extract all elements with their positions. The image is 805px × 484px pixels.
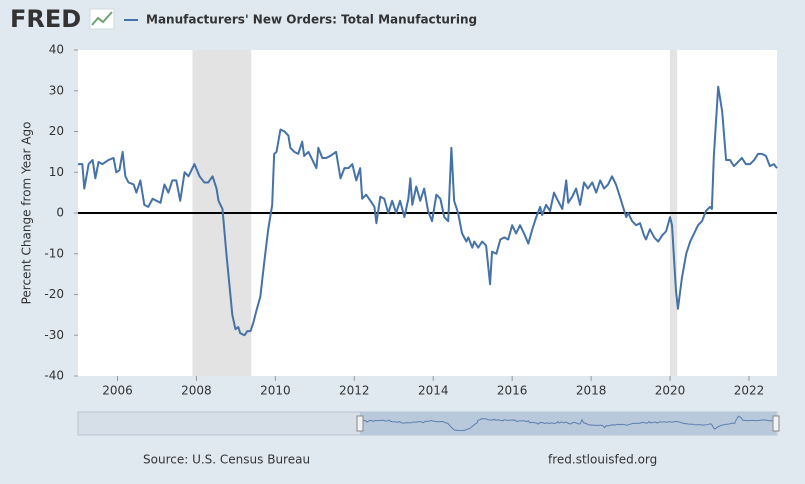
- x-tick-label: 2010: [260, 384, 291, 398]
- logo: FRED: [10, 5, 81, 33]
- navigator-handle-left[interactable]: [356, 415, 364, 432]
- y-tick-label: 0: [56, 206, 64, 220]
- x-tick-label: 2008: [181, 384, 212, 398]
- y-tick-label: -10: [44, 246, 64, 260]
- x-tick-label: 2012: [339, 384, 370, 398]
- legend-label: Manufacturers' New Orders: Total Manufac…: [146, 13, 477, 27]
- y-axis-label: Percent Change from Year Ago: [20, 122, 34, 305]
- x-tick-label: 2014: [418, 384, 449, 398]
- y-tick-label: 20: [49, 124, 64, 138]
- x-tick-label: 2020: [655, 384, 686, 398]
- url: fred.stlouisfed.org: [548, 453, 657, 467]
- logo-icon: [89, 8, 115, 30]
- y-tick-label: 40: [49, 43, 64, 57]
- x-tick-label: 2006: [102, 384, 133, 398]
- x-tick-label: 2018: [576, 384, 607, 398]
- source: Source: U.S. Census Bureau: [143, 453, 310, 467]
- x-tick-label: 2022: [734, 384, 765, 398]
- series-line: [78, 85, 778, 337]
- y-tick-label: -40: [44, 369, 64, 383]
- navigator-line: [363, 415, 774, 432]
- y-tick-label: -20: [44, 287, 64, 301]
- y-tick-label: 10: [49, 165, 64, 179]
- y-tick-label: 30: [49, 83, 64, 97]
- navigator-handle-right[interactable]: [772, 415, 780, 432]
- y-tick-label: -30: [44, 328, 64, 342]
- x-tick-label: 2016: [497, 384, 528, 398]
